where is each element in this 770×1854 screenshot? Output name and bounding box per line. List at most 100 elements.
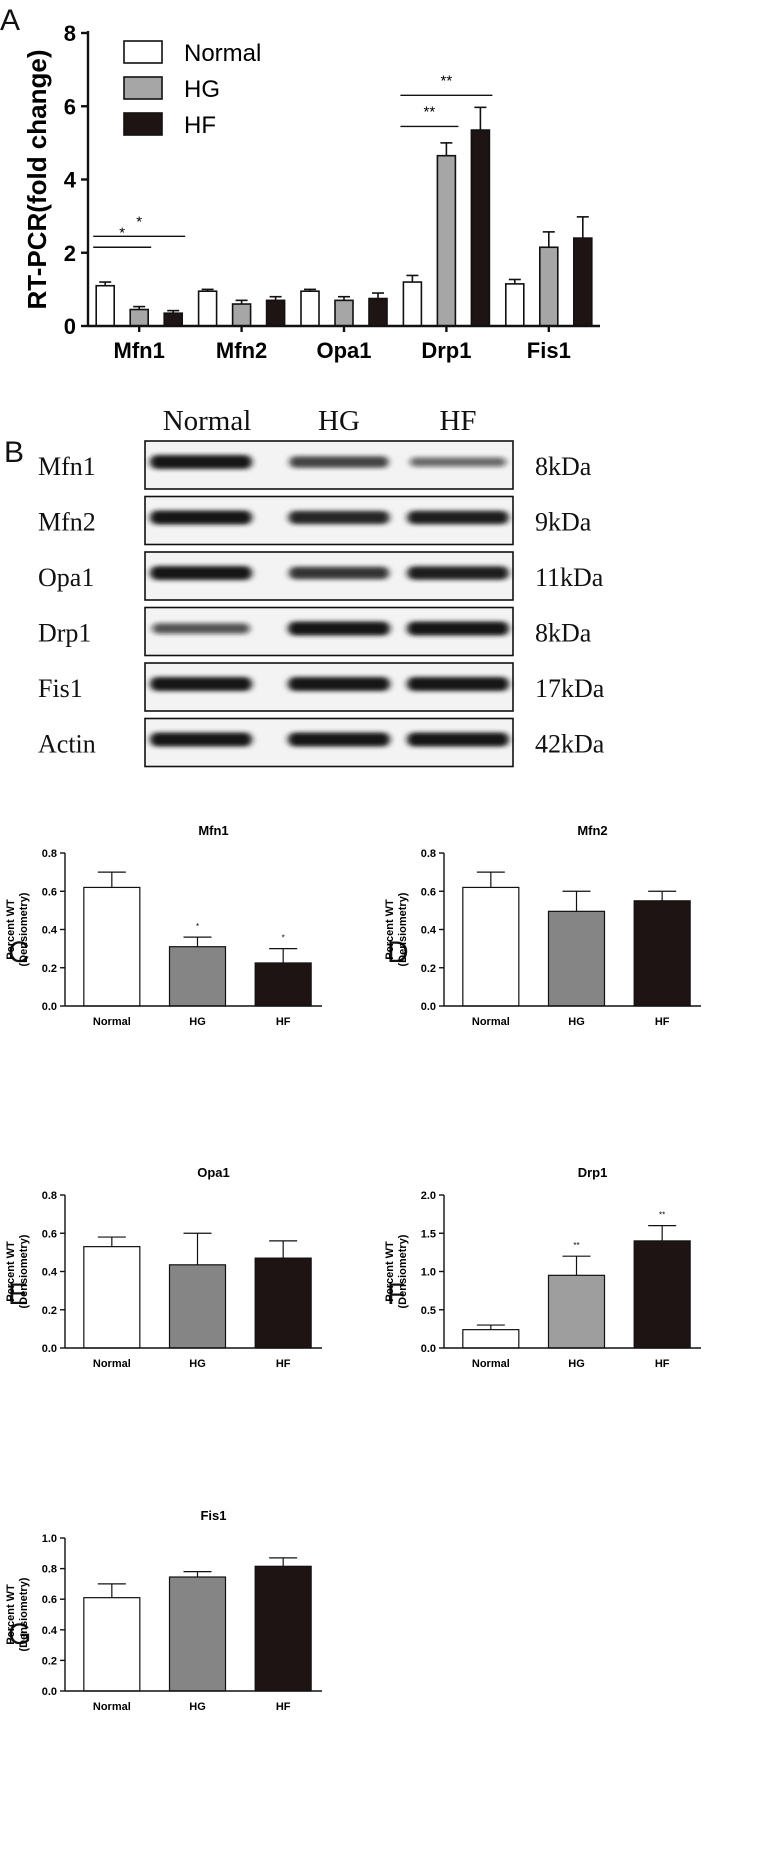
blot-band [410, 457, 506, 467]
y-tick-label: 0.2 [42, 963, 57, 975]
bar-normal-fis1 [504, 283, 525, 327]
panel-label-e: E [8, 1278, 28, 1311]
y-axis-title-line2: (Densiometry) [397, 892, 409, 966]
x-tick-label: Normal [472, 1016, 510, 1028]
legend-swatch-normal [123, 40, 163, 64]
bar-hf [254, 962, 312, 1007]
chart-title: Mfn2 [577, 823, 607, 838]
blot-protein-label-actin: Actin [38, 730, 96, 759]
bar-normal-drp1 [402, 281, 423, 327]
y-axis-title-line1: Percent WT [384, 1241, 396, 1302]
y-axis-title-line1: Percent WT [384, 899, 396, 960]
bar-hf [254, 1257, 312, 1349]
x-tick-label: Normal [93, 1701, 131, 1713]
y-tick-label: 0.2 [42, 1655, 57, 1667]
blot-band [407, 566, 509, 580]
y-tick-label: 4 [64, 168, 77, 193]
blot-band [288, 510, 390, 525]
x-tick-label: Normal [93, 1358, 131, 1370]
legend-swatch-hf [123, 112, 163, 136]
blot-band [407, 732, 509, 747]
blot-band [150, 510, 252, 525]
blot-band [150, 455, 252, 469]
blot-protein-label-mfn2: Mfn2 [38, 508, 96, 537]
chart-d-mfn2: Mfn2 Normal HG HF 0.0 0.2 0.4 0.6 0.8 Percent WT(… [384, 823, 701, 1028]
panel-label-a: A [0, 4, 20, 37]
chart-title: Drp1 [578, 1165, 608, 1180]
blot-size-label: 17kDa [535, 674, 605, 703]
y-tick-label: 0.8 [421, 848, 436, 860]
bar-normal [462, 1329, 520, 1349]
significance-marker: ** [424, 103, 436, 120]
x-tick-label: Drp1 [421, 338, 471, 363]
blot-size-label: 9kDa [535, 508, 592, 537]
bar-hg [168, 946, 227, 1007]
y-tick-label: 8 [64, 21, 76, 46]
blot-protein-label-mfn1: Mfn1 [38, 452, 96, 481]
x-tick-label: Mfn2 [216, 338, 267, 363]
chart-title: Fis1 [200, 1508, 226, 1523]
blot-column-label-normal: Normal [163, 405, 252, 437]
bar-normal [83, 886, 141, 1007]
chart-title: Mfn1 [198, 823, 228, 838]
bar-hf [633, 1240, 691, 1349]
y-tick-label: 0.4 [42, 925, 58, 937]
bar-hf-mfn1 [163, 312, 183, 327]
y-tick-label: 0.0 [42, 1001, 57, 1013]
y-tick-label: 0.0 [421, 1001, 436, 1013]
blot-protein-label-drp1: Drp1 [38, 619, 91, 648]
bar-normal-mfn1 [95, 284, 115, 327]
blot-band [289, 566, 389, 580]
bar-hg-mfn2 [231, 303, 252, 327]
chart-c-mfn1: Mfn1 Normal * HG * HF 0.0 0.2 0.4 0.6 0.8 Percent W… [5, 823, 322, 1028]
y-tick-label: 0.5 [421, 1305, 436, 1317]
blot-band [150, 677, 252, 691]
x-tick-label: Mfn1 [114, 338, 165, 363]
x-tick-label: HG [189, 1016, 206, 1028]
significance-marker: * [119, 224, 125, 241]
y-axis-title-line1: Percent WT [5, 899, 17, 960]
x-tick-label: HF [276, 1358, 291, 1370]
bar-hg [547, 910, 606, 1007]
x-tick-label: HG [189, 1358, 206, 1370]
blot-size-label: 8kDa [535, 619, 592, 648]
y-axis-title-line2: (Densiometry) [18, 892, 30, 966]
y-tick-label: 0.8 [42, 1190, 57, 1202]
bar-hg-drp1 [436, 154, 457, 327]
significance-marker: ** [659, 1211, 665, 1220]
y-tick-label: 0.0 [421, 1343, 436, 1355]
y-tick-label: 2 [64, 241, 76, 266]
bar-normal-mfn2 [197, 290, 218, 327]
blot-band [289, 456, 389, 468]
y-axis-title-line1: Percent WT [5, 1241, 17, 1302]
blot-size-label: 8kDa [535, 452, 592, 481]
y-tick-label: 0.4 [42, 1267, 58, 1279]
x-tick-label: Normal [472, 1358, 510, 1370]
blot-band [150, 566, 252, 580]
y-tick-label: 0.6 [42, 1594, 57, 1606]
y-axis-title-line2: (Densiometry) [18, 1234, 30, 1308]
bar-hf-fis1 [572, 237, 593, 327]
blot-band [288, 677, 390, 691]
bar-normal-opa1 [300, 290, 320, 327]
y-tick-label: 0 [64, 314, 76, 339]
blot-band [288, 732, 390, 747]
panel-label-c: C [8, 936, 30, 969]
x-tick-label: HG [568, 1016, 585, 1028]
y-tick-label: 1.0 [42, 1533, 57, 1545]
significance-marker: ** [573, 1241, 579, 1250]
legend-swatch-hg [123, 76, 163, 100]
y-tick-label: 0.8 [42, 1564, 57, 1576]
bar-hf-opa1 [368, 297, 388, 327]
blot-size-label: 11kDa [535, 563, 604, 592]
y-tick-label: 0.6 [42, 1228, 57, 1240]
bar-hg [168, 1576, 227, 1692]
y-axis-title-line2: (Densiometry) [18, 1577, 30, 1651]
y-tick-label: 1.0 [421, 1267, 436, 1279]
y-tick-label: 0.0 [42, 1686, 57, 1698]
chart-a-rt-pcr: 0 2 4 6 8 Mfn1 Mfn2 Opa1 Drp1 Fis1 RT-PCR(fold cha… [22, 21, 600, 363]
bar-hg-opa1 [334, 299, 354, 327]
bar-hg [547, 1274, 606, 1349]
panel-label-f: F [387, 1278, 405, 1311]
